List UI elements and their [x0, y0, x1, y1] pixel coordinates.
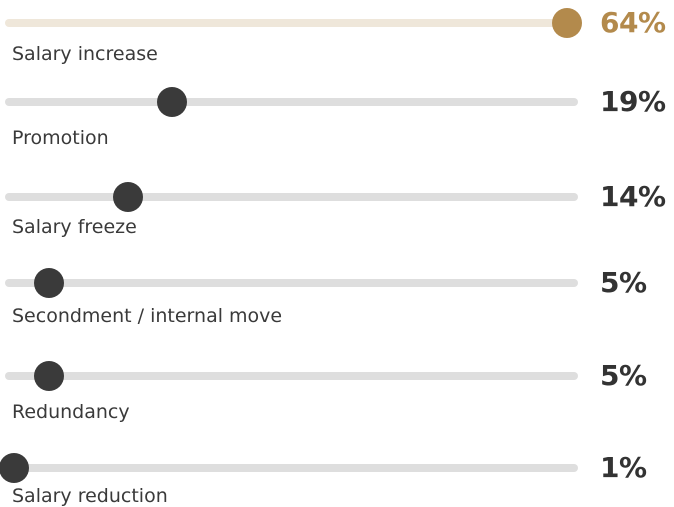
data-label: 5%	[600, 359, 647, 392]
data-label: 5%	[600, 266, 647, 299]
bar-track	[5, 98, 578, 106]
bar-track	[5, 193, 578, 201]
bar-value-marker	[0, 453, 29, 483]
data-label: 19%	[600, 85, 666, 118]
category-label: Promotion	[12, 127, 109, 149]
bar-value-marker	[112, 182, 143, 212]
bar-value-marker	[33, 268, 64, 298]
data-label: 64%	[600, 6, 666, 39]
bar-track	[5, 464, 578, 472]
data-label: 1%	[600, 451, 647, 484]
bar-value-marker	[33, 361, 64, 391]
data-label: 14%	[600, 180, 666, 213]
category-label: Salary freeze	[12, 216, 137, 238]
category-label: Secondment / internal move	[12, 305, 283, 327]
bar-track	[5, 372, 578, 380]
category-label: Salary reduction	[12, 485, 168, 507]
category-label: Salary increase	[12, 43, 158, 65]
bar-value-marker	[156, 87, 187, 117]
bar-track	[5, 279, 578, 287]
bar-track	[5, 19, 578, 27]
bar-value-marker	[552, 8, 582, 38]
category-label: Redundancy	[12, 401, 130, 423]
